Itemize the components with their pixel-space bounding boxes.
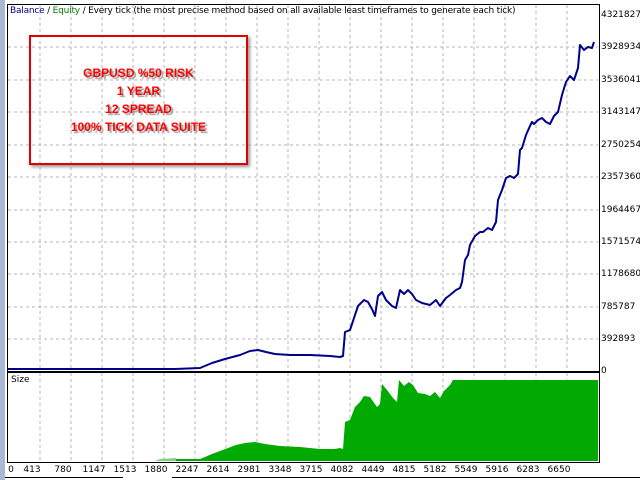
annotation-line: GBPUSD %50 RISK [83, 66, 194, 80]
size-area [160, 380, 598, 461]
x-tick-label: 3348 [268, 465, 292, 475]
balance-line [8, 41, 595, 370]
chart-header: Balance / Equity / Every tick (the most … [10, 6, 516, 16]
x-tick-label: 5182 [423, 465, 447, 475]
x-tick-label: 4082 [330, 465, 354, 475]
y-tick-label: 4321827 [601, 10, 640, 20]
equity-legend: Equity [52, 6, 80, 16]
x-tick-label: 1147 [82, 465, 106, 475]
x-tick-label: 5549 [454, 465, 478, 475]
y-tick-label: 2357360 [601, 172, 640, 182]
x-tick-label: 2981 [237, 465, 261, 475]
x-tick-label: 2247 [175, 465, 199, 475]
y-tick-label: 392893 [601, 334, 636, 344]
x-tick-label: 4449 [361, 465, 385, 475]
separator: / [79, 6, 89, 16]
x-tick-label: 6650 [547, 465, 571, 475]
bottom-divider [172, 477, 640, 478]
x-tick-label: 6283 [516, 465, 540, 475]
annotation-line: 100% TICK DATA SUITE [70, 120, 207, 134]
x-tick-label: 2614 [206, 465, 230, 475]
y-tick-label: 785787 [601, 302, 636, 312]
x-tick-label: 1513 [113, 465, 137, 475]
x-tick-label: 780 [54, 465, 72, 475]
separator: / [44, 6, 53, 16]
y-tick-label: 2750254 [601, 140, 640, 150]
x-tick-label: 5916 [485, 465, 509, 475]
x-tick-label: 1880 [144, 465, 168, 475]
y-tick-label: 3928934 [601, 42, 640, 52]
window-left-edge [0, 0, 5, 480]
y-tick-label: 0 [601, 366, 607, 376]
balance-equity-chart [7, 4, 600, 372]
x-tick-label: 4815 [392, 465, 416, 475]
y-tick-label: 1178680 [601, 269, 640, 279]
balance-legend: Balance [10, 6, 45, 16]
grid-lines [8, 5, 598, 461]
size-panel-label: Size [11, 375, 30, 385]
annotation-line: 1 YEAR [116, 84, 161, 98]
y-tick-label: 3536041 [601, 75, 640, 85]
x-tick-label: 413 [23, 465, 41, 475]
x-tick-label: 0 [8, 465, 14, 475]
testing-mode-text: Every tick (the most precise method base… [88, 6, 516, 16]
annotation-box: GBPUSD %50 RISK 1 YEAR 12 SPREAD 100% TI… [29, 35, 248, 165]
y-tick-label: 3143147 [601, 107, 640, 117]
bottom-divider [5, 477, 123, 478]
size-area-light [155, 458, 176, 461]
y-tick-label: 1571574 [601, 237, 640, 247]
y-tick-label: 1964467 [601, 205, 640, 215]
x-tick-label: 3715 [299, 465, 323, 475]
annotation-line: 12 SPREAD [105, 102, 172, 116]
